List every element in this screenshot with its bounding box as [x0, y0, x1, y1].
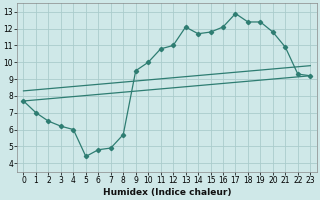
X-axis label: Humidex (Indice chaleur): Humidex (Indice chaleur) [103, 188, 231, 197]
